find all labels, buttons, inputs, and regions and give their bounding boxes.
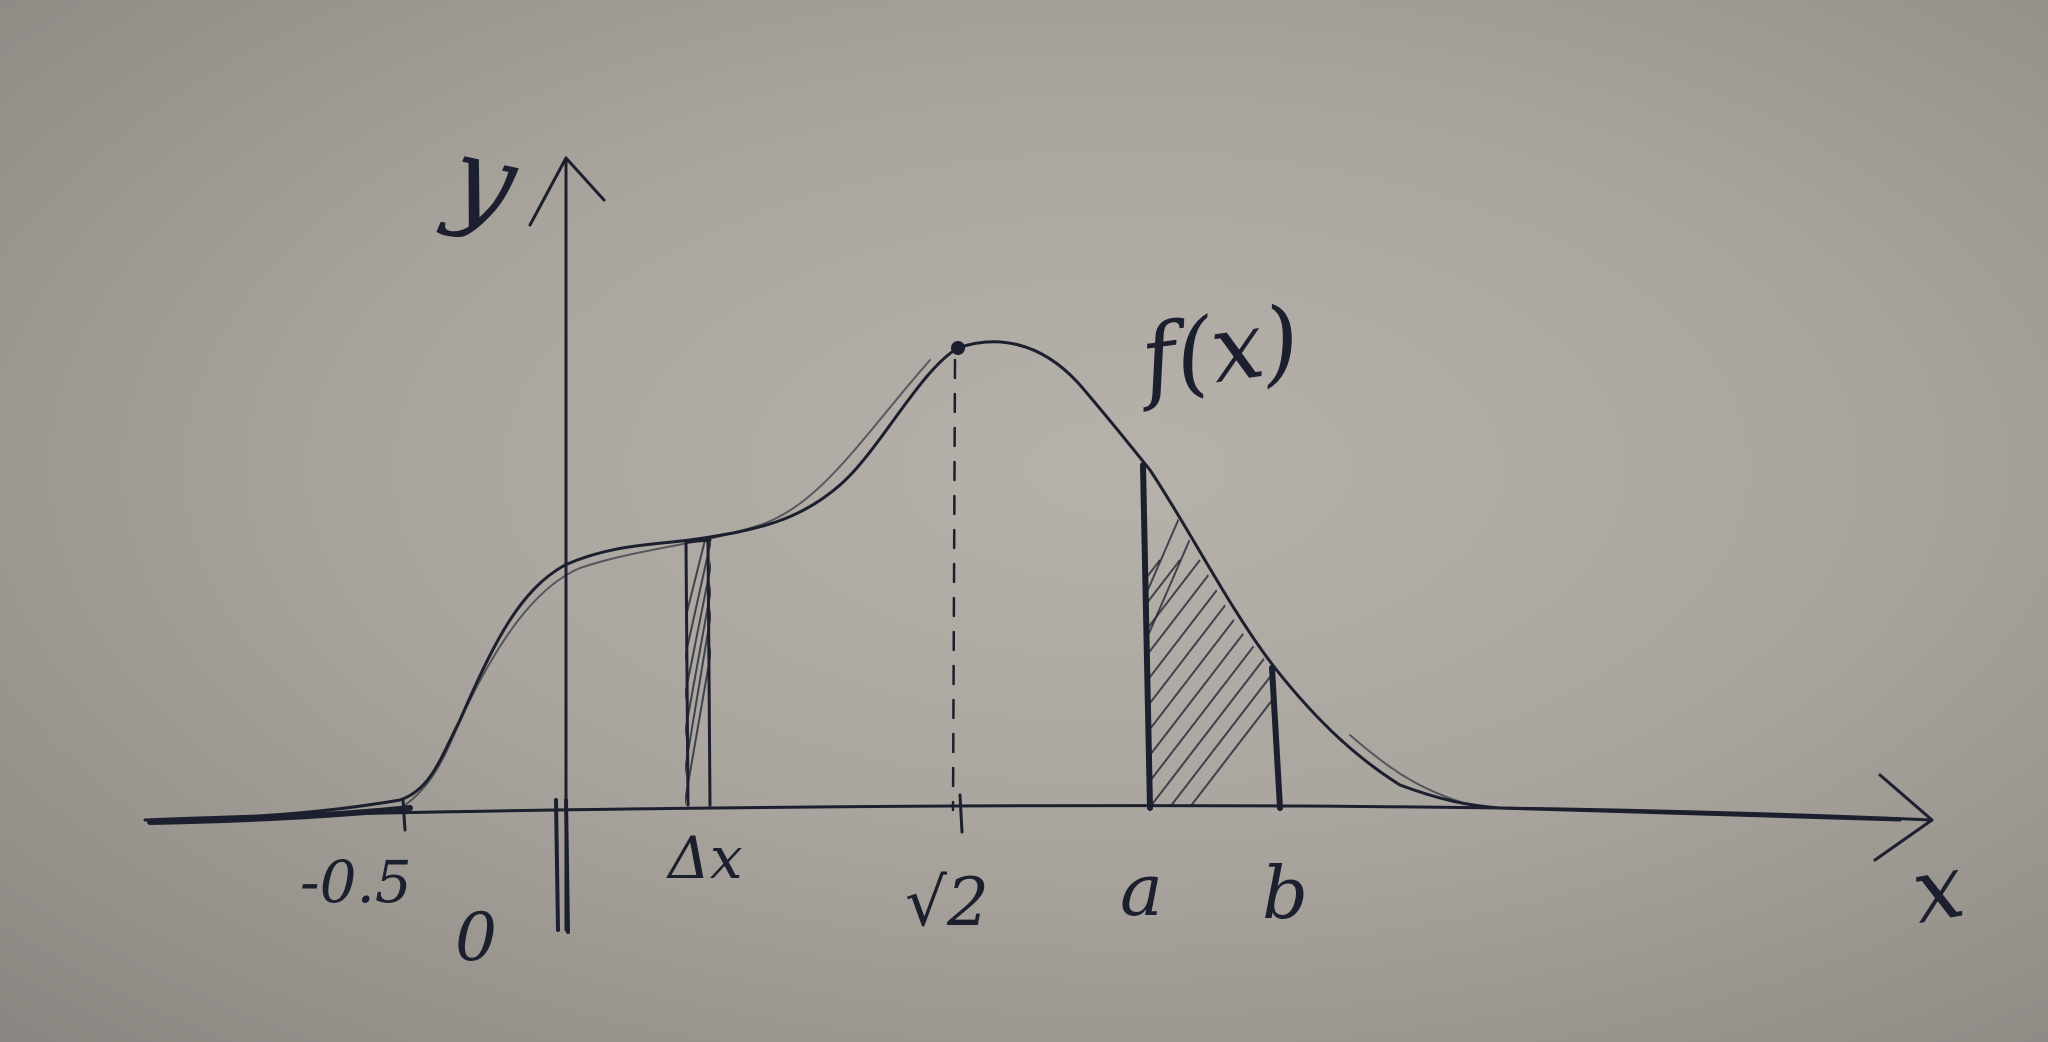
function-label: f(x) — [1129, 286, 1306, 415]
a-vertical-line — [1140, 462, 1153, 811]
sqrt2-tick — [958, 793, 964, 834]
y-axis-label: y — [435, 110, 529, 250]
max-dashed-line — [951, 358, 957, 812]
tick-label-a: a — [1120, 848, 1163, 932]
x-axis-tail-thick — [147, 805, 413, 825]
b-vertical-line — [1269, 665, 1283, 811]
function-curve — [148, 340, 1902, 822]
maximum-point — [951, 341, 965, 355]
tick-label-sqrt2: √2 — [905, 864, 989, 941]
tick-label-b: b — [1262, 851, 1308, 935]
y-axis-arrowhead — [528, 156, 606, 227]
x-axis-label: x — [1905, 834, 1972, 944]
origin-tick-mark — [554, 798, 570, 934]
tick-label-origin: 0 — [455, 899, 497, 976]
delta-x-left-edge — [684, 540, 690, 807]
delta-x-right-edge — [706, 538, 712, 807]
function-curve-retrace — [404, 359, 1471, 806]
x-axis-arrowhead — [1873, 773, 1934, 862]
delta-x-top — [684, 538, 712, 544]
x-axis-line — [143, 804, 1932, 822]
tick-label-delta-x: Δx — [666, 824, 743, 892]
tick-label-neg-half: -0.5 — [300, 848, 412, 916]
neg-half-tick — [401, 798, 407, 832]
